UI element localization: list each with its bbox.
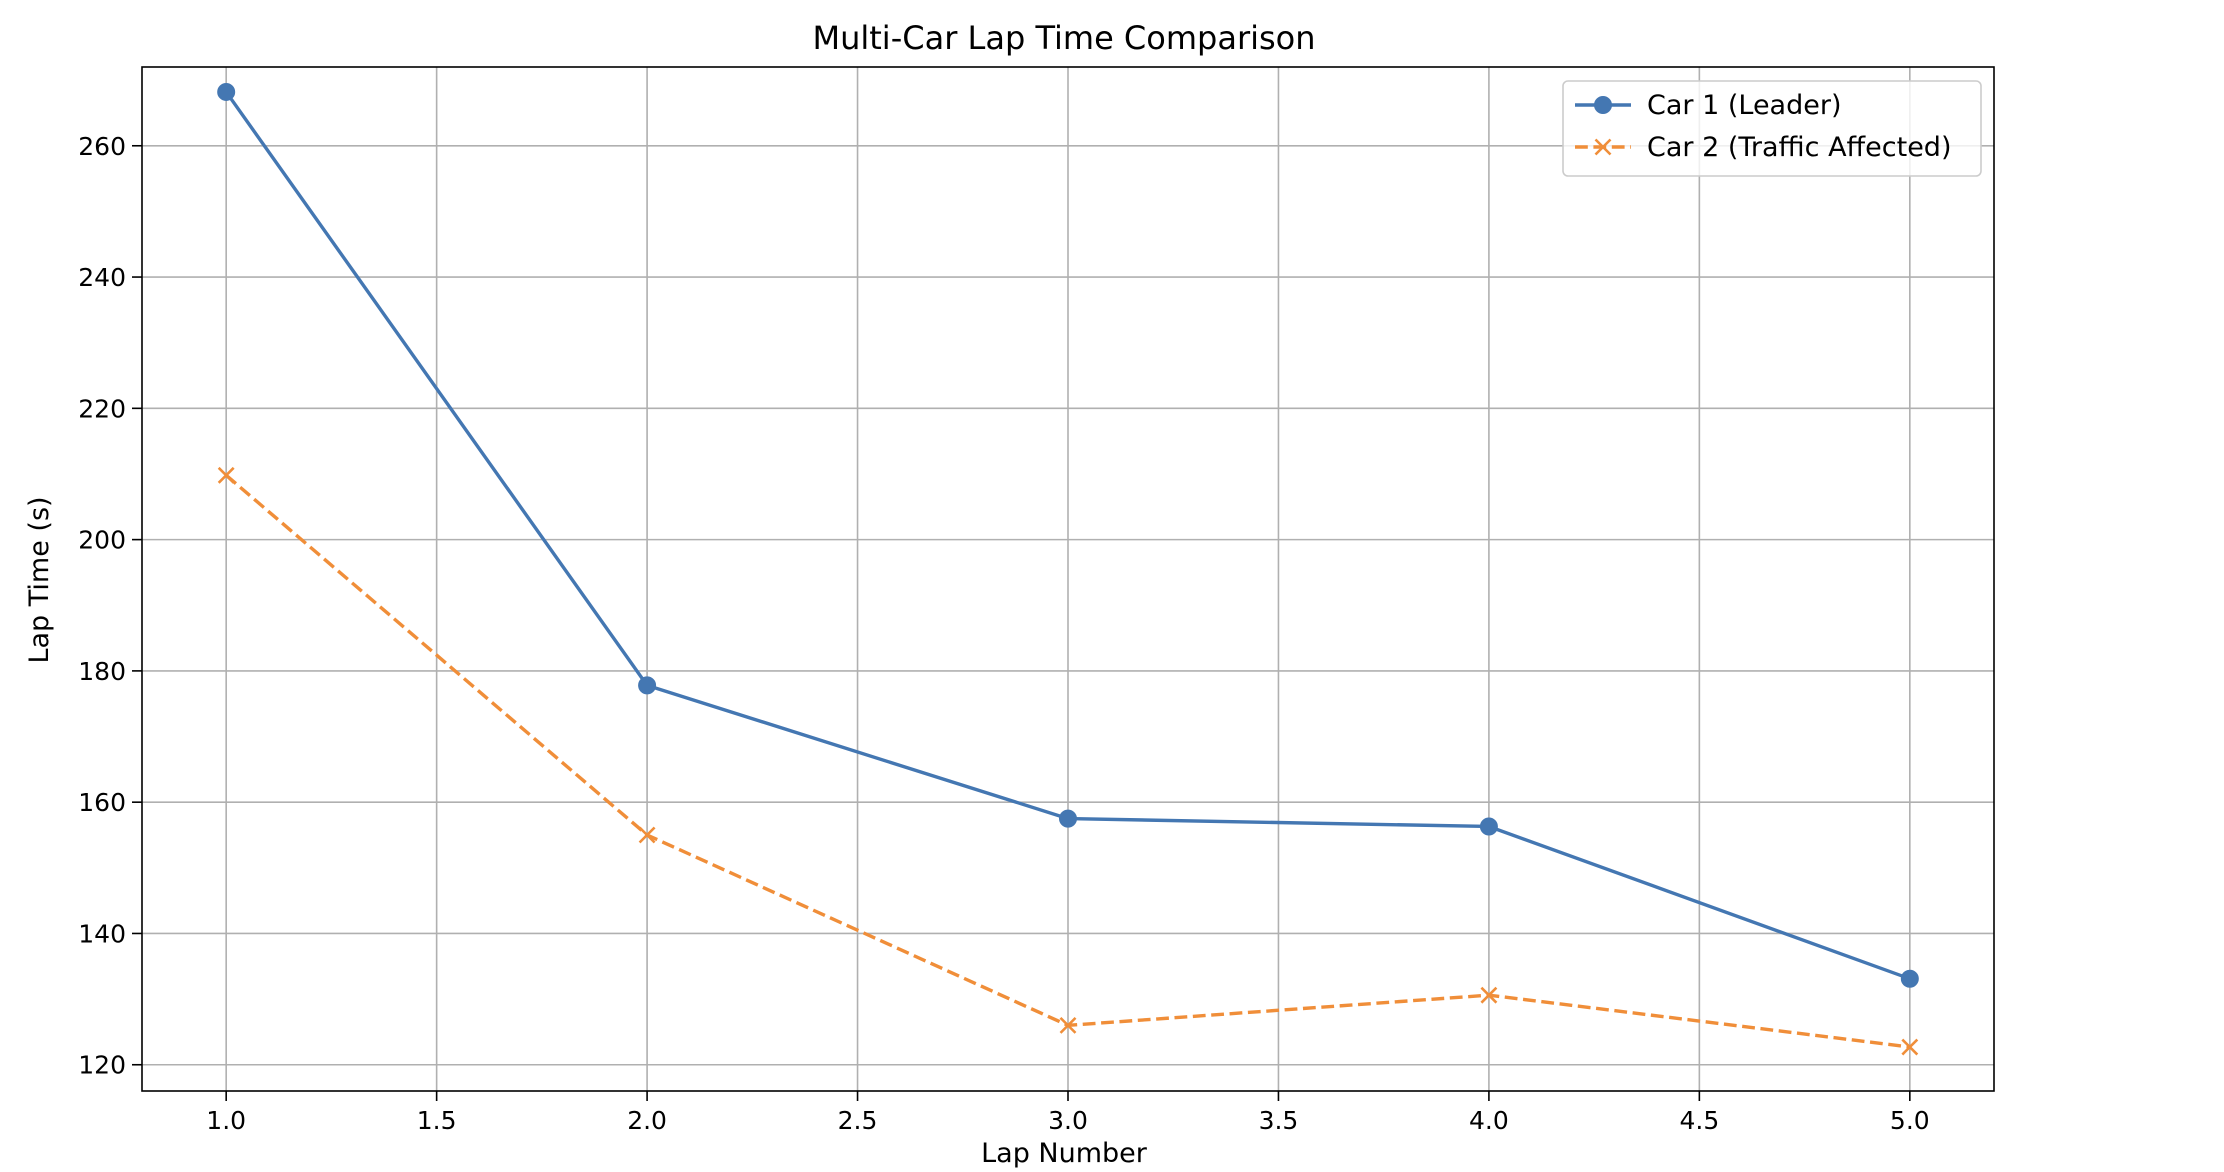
x-tick-label: 4.5 — [1679, 1106, 1719, 1135]
series-1 — [217, 82, 1919, 988]
legend-marker-2 — [1594, 138, 1612, 156]
series-1-point — [638, 676, 657, 695]
series-1-point — [1479, 817, 1498, 836]
legend-marker-1 — [1594, 96, 1612, 114]
x-tick-label: 4.0 — [1469, 1106, 1509, 1135]
grid-layer — [142, 67, 1994, 1091]
x-tick-label: 1.5 — [417, 1106, 457, 1135]
legend-label-2: Car 2 (Traffic Affected) — [1647, 132, 1951, 163]
series-layer — [217, 82, 1919, 1056]
y-tick-label: 180 — [78, 657, 126, 686]
series-2-point — [1480, 986, 1498, 1004]
y-axis-label: Lap Time (s) — [24, 496, 55, 663]
x-tick-label: 1.0 — [206, 1106, 246, 1135]
tick-layer: 1.0 1.5 2.0 2.5 3.0 3.5 4.0 4.5 5.0 120 140 160 180 2… — [78, 132, 1929, 1135]
series-1-point — [217, 82, 236, 101]
y-tick-label: 240 — [78, 263, 126, 292]
series-2-point — [217, 466, 235, 484]
x-tick-label: 3.0 — [1048, 1106, 1088, 1135]
y-tick-label: 140 — [78, 919, 126, 948]
y-tick-label: 200 — [78, 526, 126, 555]
y-tick-label: 120 — [78, 1051, 126, 1080]
series-2-point — [1059, 1016, 1077, 1034]
y-tick-label: 160 — [78, 788, 126, 817]
series-2 — [217, 466, 1919, 1056]
y-tick-label: 260 — [78, 132, 126, 161]
x-axis-label: Lap Number — [981, 1138, 1148, 1168]
chart-title: Multi-Car Lap Time Comparison — [812, 19, 1315, 57]
legend: Car 1 (Leader) Car 2 (Traffic Affected) — [1562, 80, 1982, 177]
series-1-point — [1900, 969, 1919, 988]
series-2-point — [1901, 1038, 1919, 1056]
series-1-point — [1059, 809, 1077, 828]
legend-box — [1562, 80, 1982, 177]
x-tick-label: 3.5 — [1259, 1106, 1299, 1135]
legend-label-1: Car 1 (Leader) — [1647, 90, 1841, 121]
x-tick-label: 5.0 — [1890, 1106, 1930, 1135]
x-tick-label: 2.0 — [627, 1106, 667, 1135]
x-tick-label: 2.5 — [838, 1106, 878, 1135]
y-tick-label: 220 — [78, 394, 126, 423]
series-2-point — [638, 826, 656, 844]
